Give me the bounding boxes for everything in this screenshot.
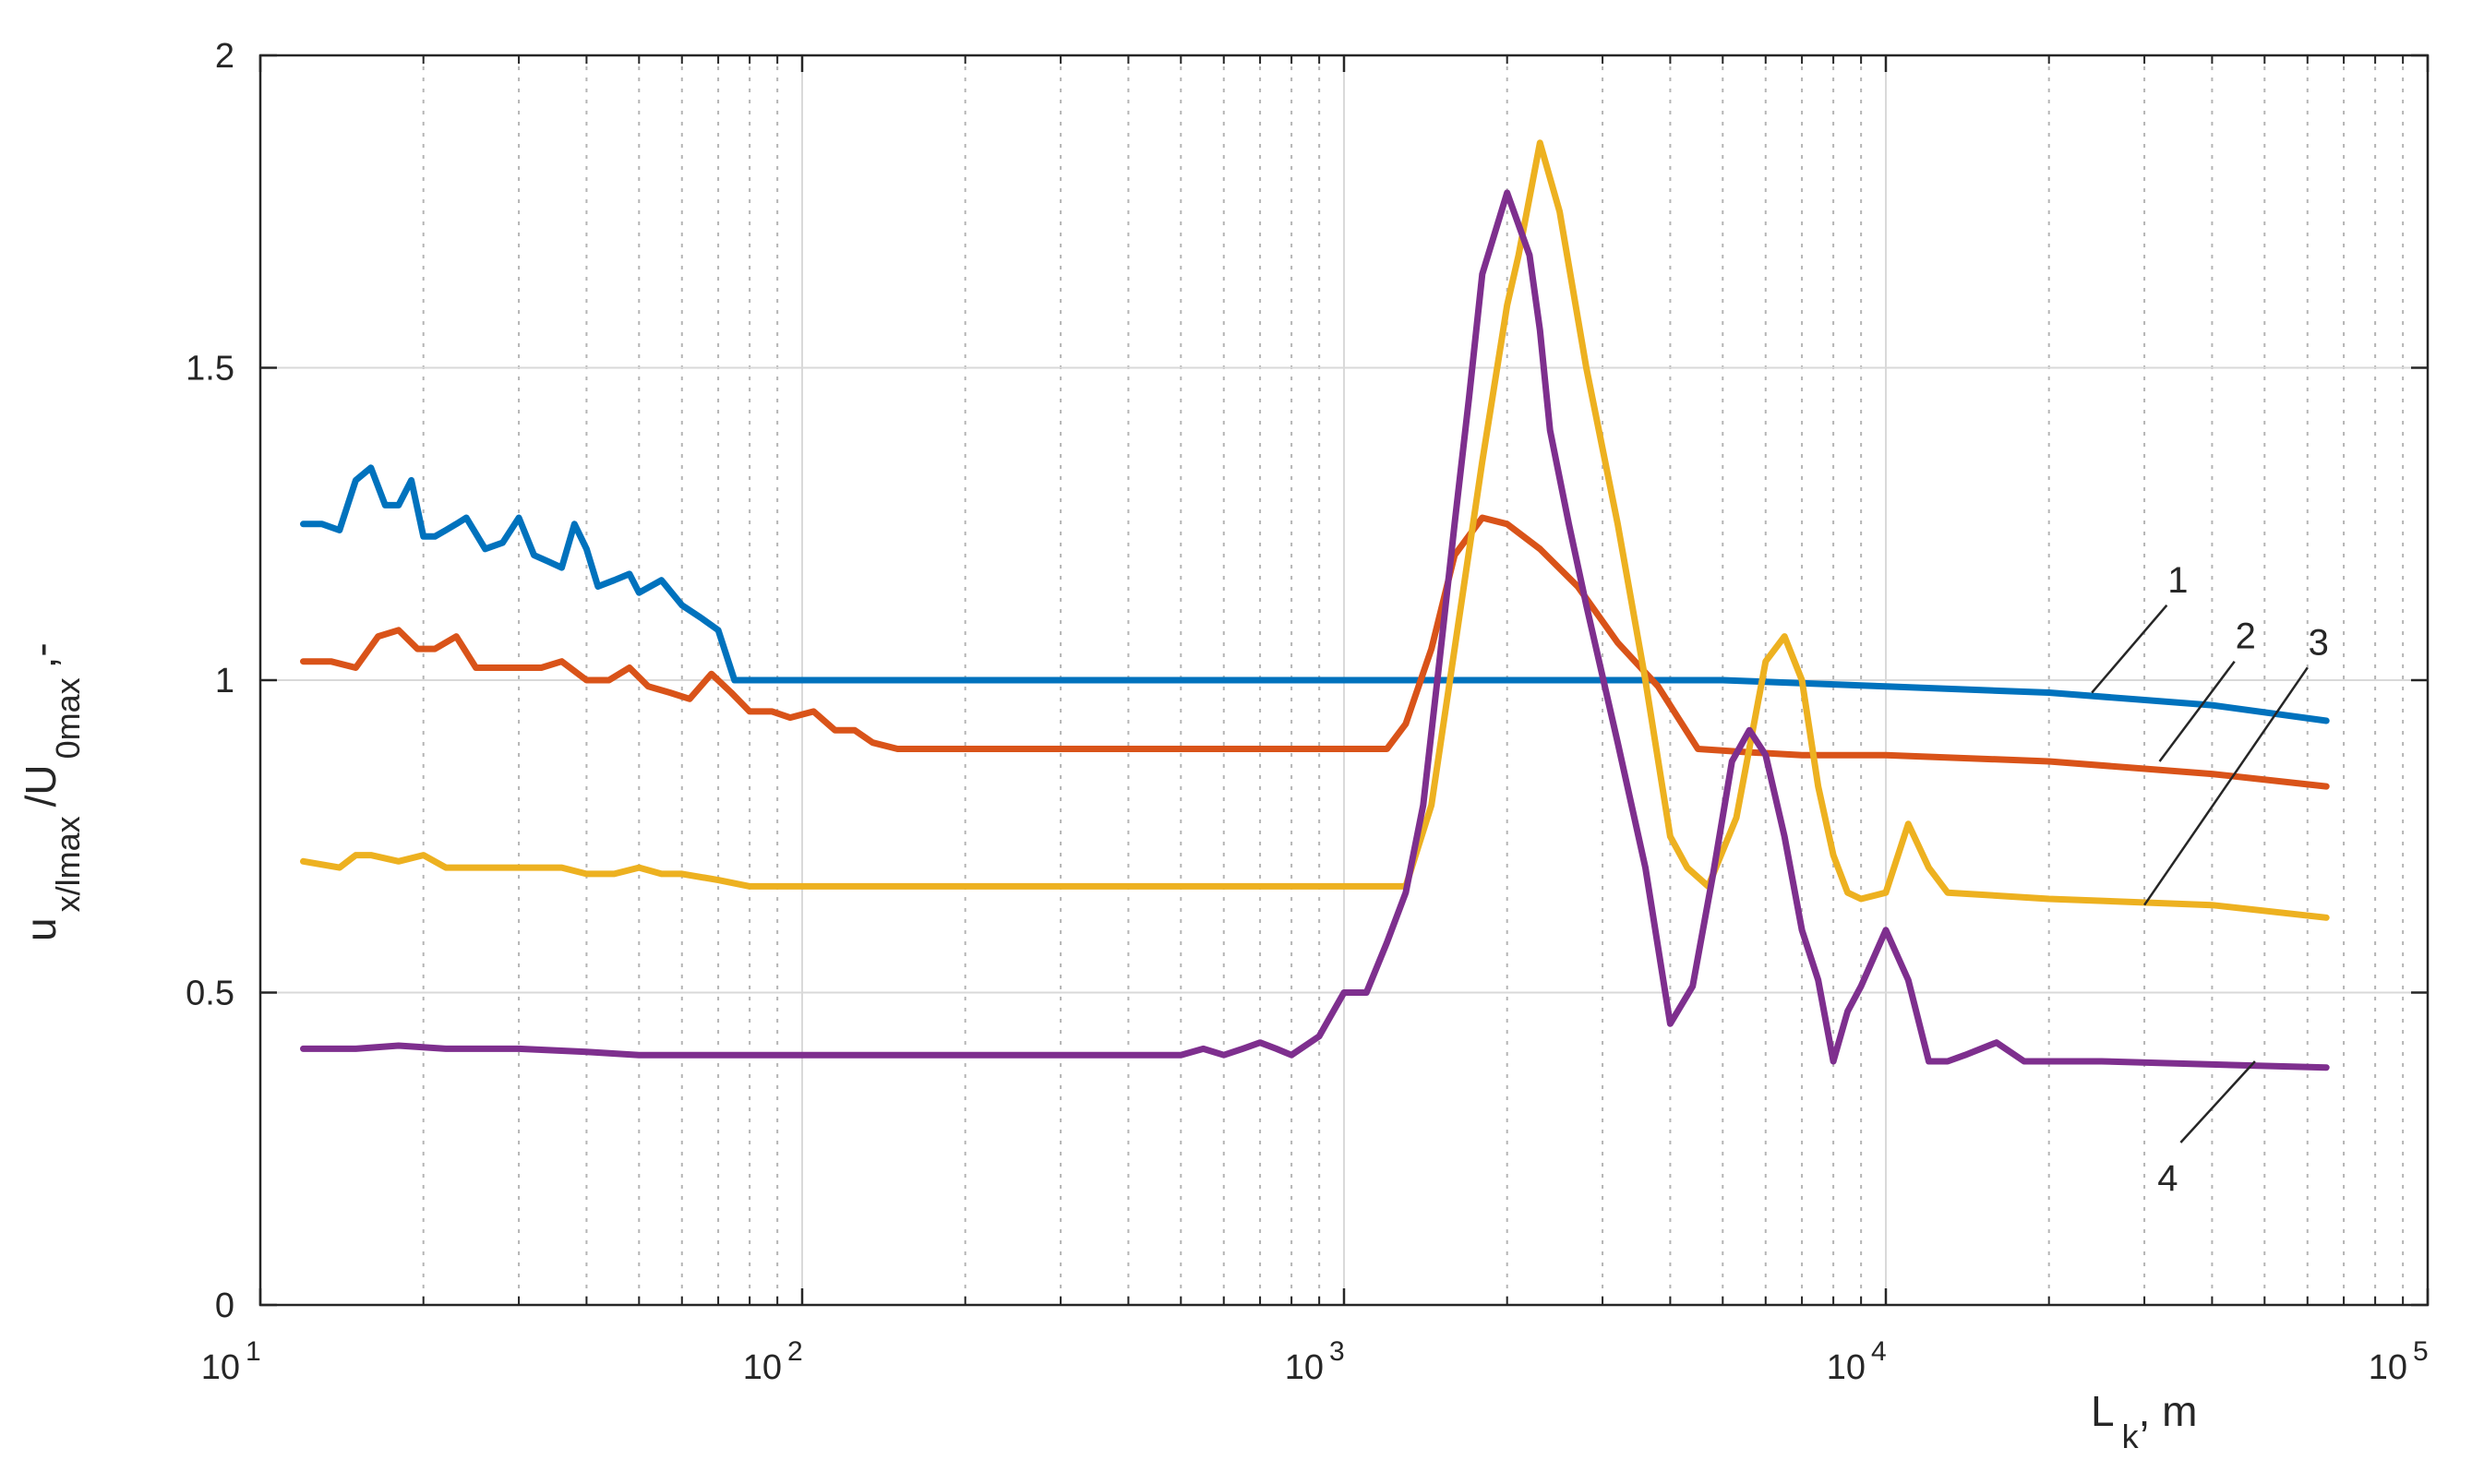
- x-tick-label: 10: [2369, 1348, 2407, 1387]
- y-tick-label: 1.5: [186, 350, 234, 389]
- y-tick-label: 0.5: [186, 975, 234, 1013]
- y-axis-tick-labels: 0 0.5 1 1.5 2: [186, 37, 234, 1325]
- y-label-divisor-subscript: 0max: [49, 677, 87, 759]
- y-tick-label: 2: [215, 37, 234, 76]
- x-tick-label: 10: [1827, 1348, 1866, 1387]
- y-label-symbol: u: [17, 917, 65, 941]
- annotation-leader-4: [2179, 1060, 2256, 1143]
- series-line-2: [300, 514, 2330, 790]
- x-tick-label: 10: [201, 1348, 240, 1387]
- x-tick-exponent: 5: [2413, 1336, 2429, 1367]
- x-tick-exponent: 2: [787, 1336, 803, 1367]
- series-line-3: [300, 139, 2330, 921]
- x-tick-label: 10: [743, 1348, 782, 1387]
- y-label-unit: ,-: [17, 642, 65, 668]
- x-label-unit: , m: [2139, 1387, 2198, 1435]
- y-label-divisor: /U: [17, 764, 65, 807]
- x-axis-tick-labels: 10 1 10 2 10 3 10 4 10 5: [201, 1336, 2429, 1387]
- x-tick-exponent: 1: [246, 1336, 261, 1367]
- annotation-leader-1: [2091, 604, 2168, 694]
- annotation-label-4: 4: [2157, 1158, 2178, 1199]
- tick-marks: [258, 54, 2430, 1307]
- annotation-label-1: 1: [2167, 560, 2188, 601]
- annotation-label-3: 3: [2309, 622, 2329, 663]
- x-axis-label: Lk, m: [2091, 1387, 2197, 1455]
- x-tick-exponent: 3: [1329, 1336, 1345, 1367]
- series-line-4: [300, 189, 2330, 1071]
- curve-annotations: 1 2 3 4: [2091, 560, 2329, 1199]
- data-series: [300, 139, 2330, 1071]
- annotation-label-2: 2: [2236, 616, 2256, 657]
- x-label-symbol: L: [2091, 1387, 2115, 1435]
- x-label-subscript: k: [2122, 1418, 2140, 1455]
- y-axis-label: u x/lmax/U 0max ,-: [17, 642, 87, 941]
- y-tick-label: 1: [215, 662, 234, 700]
- annotation-leader-2: [2158, 660, 2236, 762]
- minor-gridlines: [422, 55, 2405, 1305]
- series-line-1: [300, 464, 2330, 724]
- x-tick-label: 10: [1285, 1348, 1324, 1387]
- x-tick-exponent: 4: [1871, 1336, 1887, 1367]
- y-label-subscript: x/lmax: [49, 816, 87, 912]
- y-tick-label: 0: [215, 1287, 234, 1325]
- annotation-leader-3: [2143, 666, 2309, 906]
